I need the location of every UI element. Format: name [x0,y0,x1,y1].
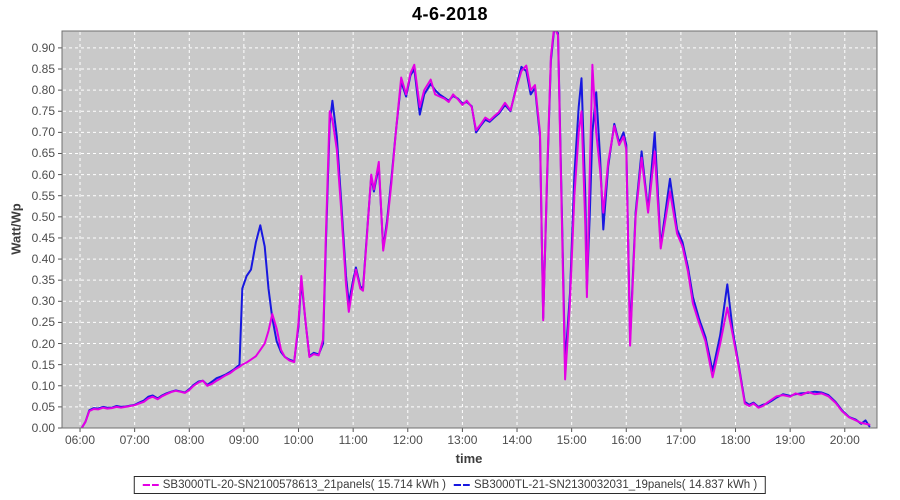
legend-label: SB3000TL-21-SN2130032031_19panels( 14.83… [474,479,758,491]
y-tick-label: 0.65 [31,146,55,161]
y-tick-label: 0.75 [31,104,55,119]
x-tick-label: 11:00 [338,433,368,447]
x-tick-label: 09:00 [228,433,259,447]
y-tick-label: 0.05 [31,399,55,414]
y-tick-label: 0.50 [31,209,55,224]
chart-title: 4-6-2018 [411,4,489,24]
y-tick-label: 0.15 [31,357,55,372]
x-tick-label: 20:00 [829,433,860,447]
axis-tick-marks [58,47,846,432]
legend-label: SB3000TL-20-SN2100578613_21panels( 15.71… [162,479,446,491]
y-tick-label: 0.40 [31,252,55,267]
y-tick-label: 0.10 [31,378,55,393]
y-tick-label: 0.80 [31,83,55,98]
legend-item-sb3000tl-20: SB3000TL-20-SN2100578613_21panels( 15.71… [142,479,446,491]
y-tick-label: 0.55 [31,188,55,203]
x-axis-label: time [455,451,483,466]
y-tick-label: 0.60 [31,167,55,182]
x-tick-label: 13:00 [447,433,478,447]
legend-item-sb3000tl-21: SB3000TL-21-SN2130032031_19panels( 14.83… [454,479,757,491]
y-tick-label: 0.20 [31,336,55,351]
y-tick-label: 0.90 [31,40,55,55]
series-line-sb3000tl-20 [80,31,871,428]
x-tick-label: 14:00 [502,433,533,447]
plot-area [62,31,877,428]
y-tick-label: 0.30 [31,294,55,309]
plot-border [61,30,878,429]
x-tick-label: 10:00 [283,433,314,447]
x-tick-label: 15:00 [556,433,587,447]
x-tick-label: 19:00 [775,433,806,447]
series-lines [80,31,871,428]
y-tick-label: 0.85 [31,62,55,76]
y-tick-label: 0.45 [31,230,55,245]
legend-line-swatch-blue [454,484,470,486]
x-tick-label: 16:00 [611,433,642,447]
y-tick-label: 0.00 [31,421,55,435]
x-tick-label: 08:00 [174,433,205,447]
legend: SB3000TL-20-SN2100578613_21panels( 15.71… [133,476,767,494]
x-tick-label: 12:00 [392,433,423,447]
x-tick-label: 17:00 [665,433,696,447]
y-tick-label: 0.35 [31,273,55,288]
x-tick-label: 07:00 [119,433,150,447]
y-tick-label: 0.25 [31,315,55,330]
x-tick-label: 06:00 [65,433,96,447]
legend-line-swatch-magenta [142,484,159,486]
y-tick-label: 0.70 [31,125,55,140]
x-tick-label: 18:00 [720,433,751,447]
